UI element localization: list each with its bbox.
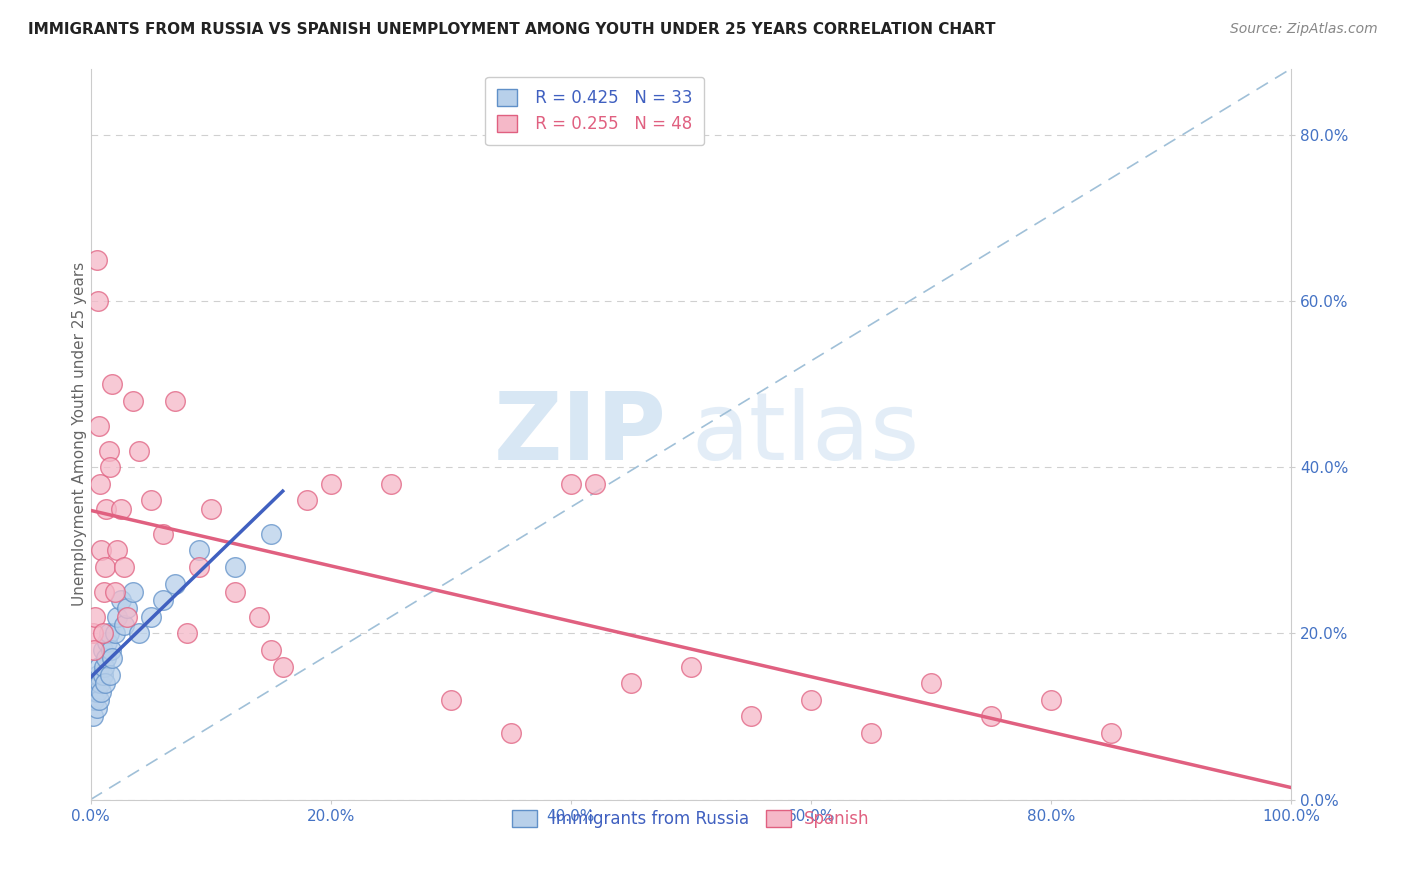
Point (440, 693, 463, 707)
Point (87, 693, 110, 707)
Point (224, 560, 246, 574)
Point (499, 726, 522, 740)
Point (90, 684, 112, 698)
Point (1099, 726, 1122, 740)
Point (91, 626, 114, 640)
Point (100, 643, 122, 657)
Point (200, 501, 222, 516)
Point (295, 493, 318, 508)
Point (187, 560, 209, 574)
Point (176, 626, 198, 640)
Point (980, 709, 1002, 723)
Point (105, 609, 128, 624)
Point (260, 643, 283, 657)
Text: Source: ZipAtlas.com: Source: ZipAtlas.com (1230, 22, 1378, 37)
Point (86, 684, 108, 698)
Point (1040, 693, 1063, 707)
Point (86, 701, 108, 715)
Point (115, 601, 138, 615)
Point (319, 476, 342, 491)
Point (97, 443, 120, 458)
Point (84, 676, 107, 690)
Point (139, 493, 162, 508)
Point (87, 668, 110, 682)
Point (82, 626, 104, 640)
Point (860, 726, 883, 740)
Point (740, 709, 762, 723)
Point (620, 676, 643, 690)
Point (112, 618, 135, 632)
Point (83, 643, 105, 657)
Point (89, 476, 111, 491)
Point (380, 476, 402, 491)
Point (84, 609, 107, 624)
Point (91, 643, 114, 657)
Point (87, 659, 110, 673)
Point (187, 543, 209, 558)
Point (163, 576, 186, 591)
Text: IMMIGRANTS FROM RUSSIA VS SPANISH UNEMPLOYMENT AMONG YOUTH UNDER 25 YEARS CORREL: IMMIGRANTS FROM RUSSIA VS SPANISH UNEMPL… (28, 22, 995, 37)
Point (152, 526, 174, 541)
Point (94, 560, 117, 574)
Point (679, 659, 702, 673)
Point (247, 609, 270, 624)
Point (87, 294, 110, 309)
Point (104, 626, 127, 640)
Text: atlas: atlas (690, 388, 920, 480)
Point (112, 560, 135, 574)
Point (94, 676, 117, 690)
Point (271, 659, 294, 673)
Legend: Immigrants from Russia, Spanish: Immigrants from Russia, Spanish (506, 804, 876, 835)
Y-axis label: Unemployment Among Youth under 25 years: Unemployment Among Youth under 25 years (72, 262, 87, 607)
Point (121, 393, 143, 408)
Point (128, 443, 150, 458)
Point (920, 676, 942, 690)
Point (104, 585, 127, 599)
Point (105, 543, 128, 558)
Point (800, 693, 823, 707)
Point (101, 377, 124, 392)
Point (86, 252, 108, 267)
Point (82, 709, 104, 723)
Point (89, 676, 111, 690)
Point (96, 501, 118, 516)
Point (260, 526, 283, 541)
Point (110, 501, 132, 516)
Point (152, 593, 174, 607)
Point (115, 609, 138, 624)
Point (87, 418, 110, 433)
Point (93, 659, 115, 673)
Point (96, 651, 118, 665)
Point (583, 476, 606, 491)
Point (121, 585, 143, 599)
Point (110, 593, 132, 607)
Point (163, 393, 186, 408)
Point (98, 460, 121, 475)
Point (91, 668, 114, 682)
Point (93, 585, 115, 599)
Text: ZIP: ZIP (494, 388, 666, 480)
Point (139, 609, 162, 624)
Point (97, 626, 120, 640)
Point (101, 651, 124, 665)
Point (98, 668, 121, 682)
Point (560, 476, 582, 491)
Point (128, 626, 150, 640)
Point (96, 634, 118, 648)
Point (224, 585, 246, 599)
Point (90, 543, 112, 558)
Point (83, 693, 105, 707)
